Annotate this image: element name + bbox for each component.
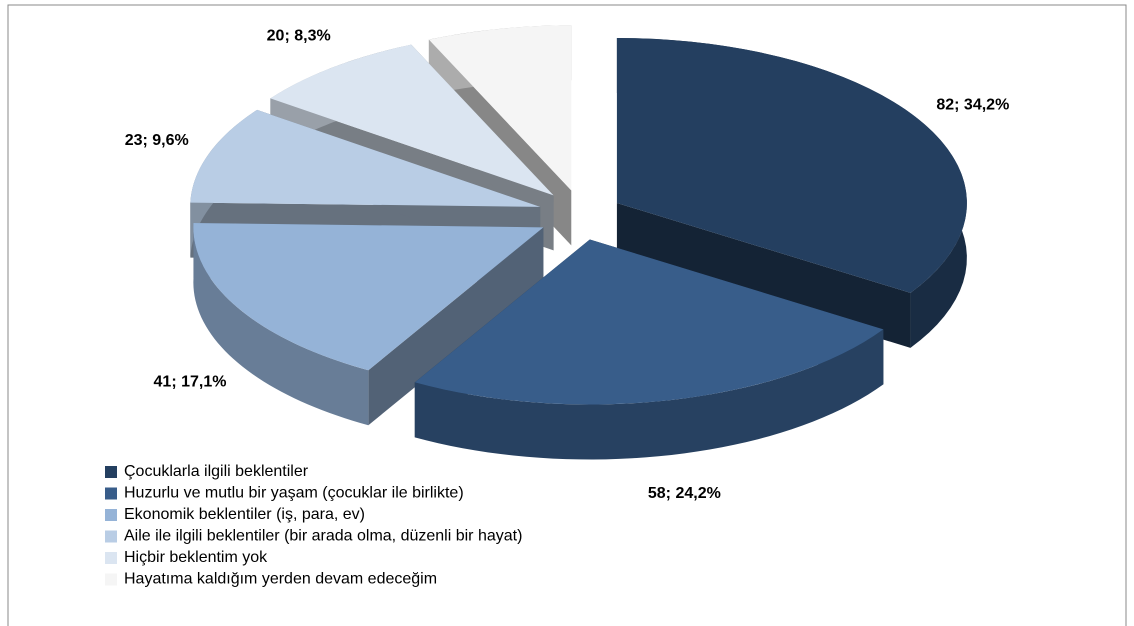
slice-wall (414, 329, 884, 460)
slice-top (190, 109, 541, 207)
slice-top (616, 37, 967, 293)
legend-swatch (105, 552, 117, 564)
legend-label: Ekonomik beklentiler (iş, para, ev) (124, 506, 365, 523)
legend-swatch (105, 487, 117, 500)
data-label: 41; 17,1% (154, 374, 227, 391)
legend-label: Huzurlu ve mutlu bir yaşam (çocuklar ile… (124, 485, 464, 502)
data-label: 58; 24,2% (648, 485, 721, 502)
legend-swatch (105, 530, 117, 543)
slice (414, 239, 884, 460)
slice-side (616, 202, 911, 348)
data-label: 82; 34,2% (936, 96, 1009, 113)
slice-wall (193, 222, 369, 426)
slice (616, 37, 967, 348)
legend-label: Hiçbir beklentim yok (124, 549, 268, 566)
legend-swatch (105, 509, 117, 521)
slice-top (193, 222, 544, 371)
slice-top (414, 239, 884, 405)
legend-label: Aile ile ilgili beklentiler (bir arada o… (124, 528, 522, 545)
slice (193, 222, 544, 426)
slice-top (428, 25, 572, 191)
legend-label: Çocuklarla ilgili beklentiler (124, 463, 309, 480)
data-label: 20; 8,3% (267, 27, 331, 44)
legend-label: Hayatıma kaldığım yerden devam edeceğim (124, 571, 437, 588)
slice-top (270, 44, 554, 196)
legend-swatch (105, 466, 117, 478)
legend-swatch (105, 573, 117, 586)
data-label: 23; 9,6% (125, 132, 189, 149)
